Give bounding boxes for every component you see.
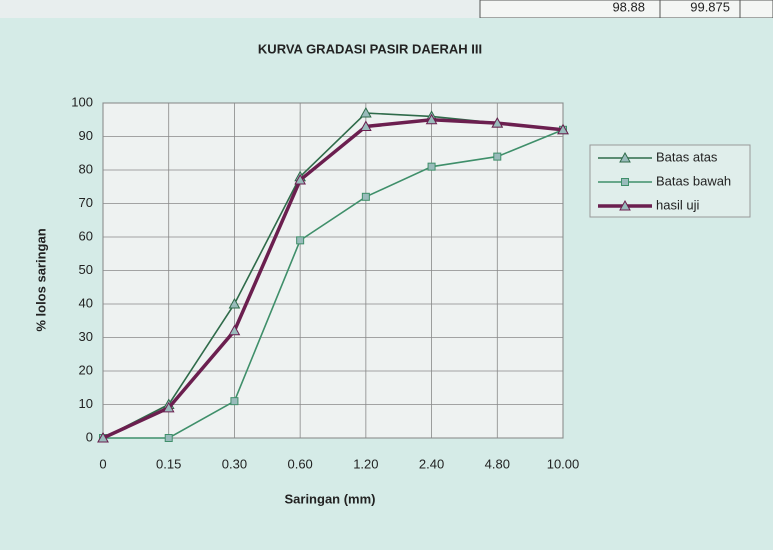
y-tick-label: 80	[79, 161, 93, 176]
cell-text: 98.88	[612, 0, 645, 14]
x-tick-label: 0.15	[156, 456, 181, 471]
marker	[491, 117, 504, 128]
marker	[619, 199, 631, 211]
y-tick-label: 60	[79, 228, 93, 243]
marker	[619, 151, 631, 163]
y-tick-label: 10	[79, 396, 93, 411]
y-tick-label: 0	[86, 429, 93, 444]
x-tick-label: 0.60	[287, 456, 312, 471]
legend-label: Batas bawah	[656, 173, 731, 188]
y-axis-label: % lolos saringan	[33, 228, 48, 331]
x-tick-label: 4.80	[485, 456, 510, 471]
marker	[360, 107, 372, 118]
cell-text: 99.875	[690, 0, 730, 14]
y-tick-label: 100	[71, 94, 93, 109]
x-tick-label: 0	[99, 456, 106, 471]
marker	[427, 162, 436, 171]
marker	[296, 236, 305, 245]
marker	[164, 434, 173, 442]
y-tick-label: 40	[79, 295, 93, 310]
marker	[361, 192, 370, 201]
marker	[621, 178, 629, 186]
x-tick-label: 10.00	[547, 456, 580, 471]
marker	[162, 401, 175, 413]
marker	[425, 113, 438, 125]
marker	[228, 324, 241, 336]
y-tick-label: 70	[79, 195, 93, 210]
y-tick-label: 50	[79, 262, 93, 277]
legend-label: Batas atas	[656, 149, 718, 164]
marker	[557, 123, 569, 135]
marker	[228, 297, 241, 309]
marker	[493, 152, 502, 161]
x-axis-label: Saringan (mm)	[284, 491, 375, 506]
legend-label: hasil uji	[656, 197, 699, 212]
series-line	[102, 117, 564, 440]
x-tick-label: 1.20	[353, 456, 378, 471]
series-line	[103, 129, 564, 439]
y-tick-label: 30	[79, 329, 93, 344]
marker	[294, 174, 306, 185]
y-tick-label: 20	[79, 362, 93, 377]
x-tick-label: 0.30	[222, 456, 247, 471]
marker	[97, 431, 109, 443]
y-tick-label: 90	[79, 128, 93, 143]
legend	[589, 144, 751, 218]
x-tick-label: 2.40	[419, 456, 444, 471]
marker	[360, 120, 372, 131]
marker	[230, 397, 239, 406]
chart-title: KURVA GRADASI PASIR DAERAH III	[258, 41, 482, 56]
